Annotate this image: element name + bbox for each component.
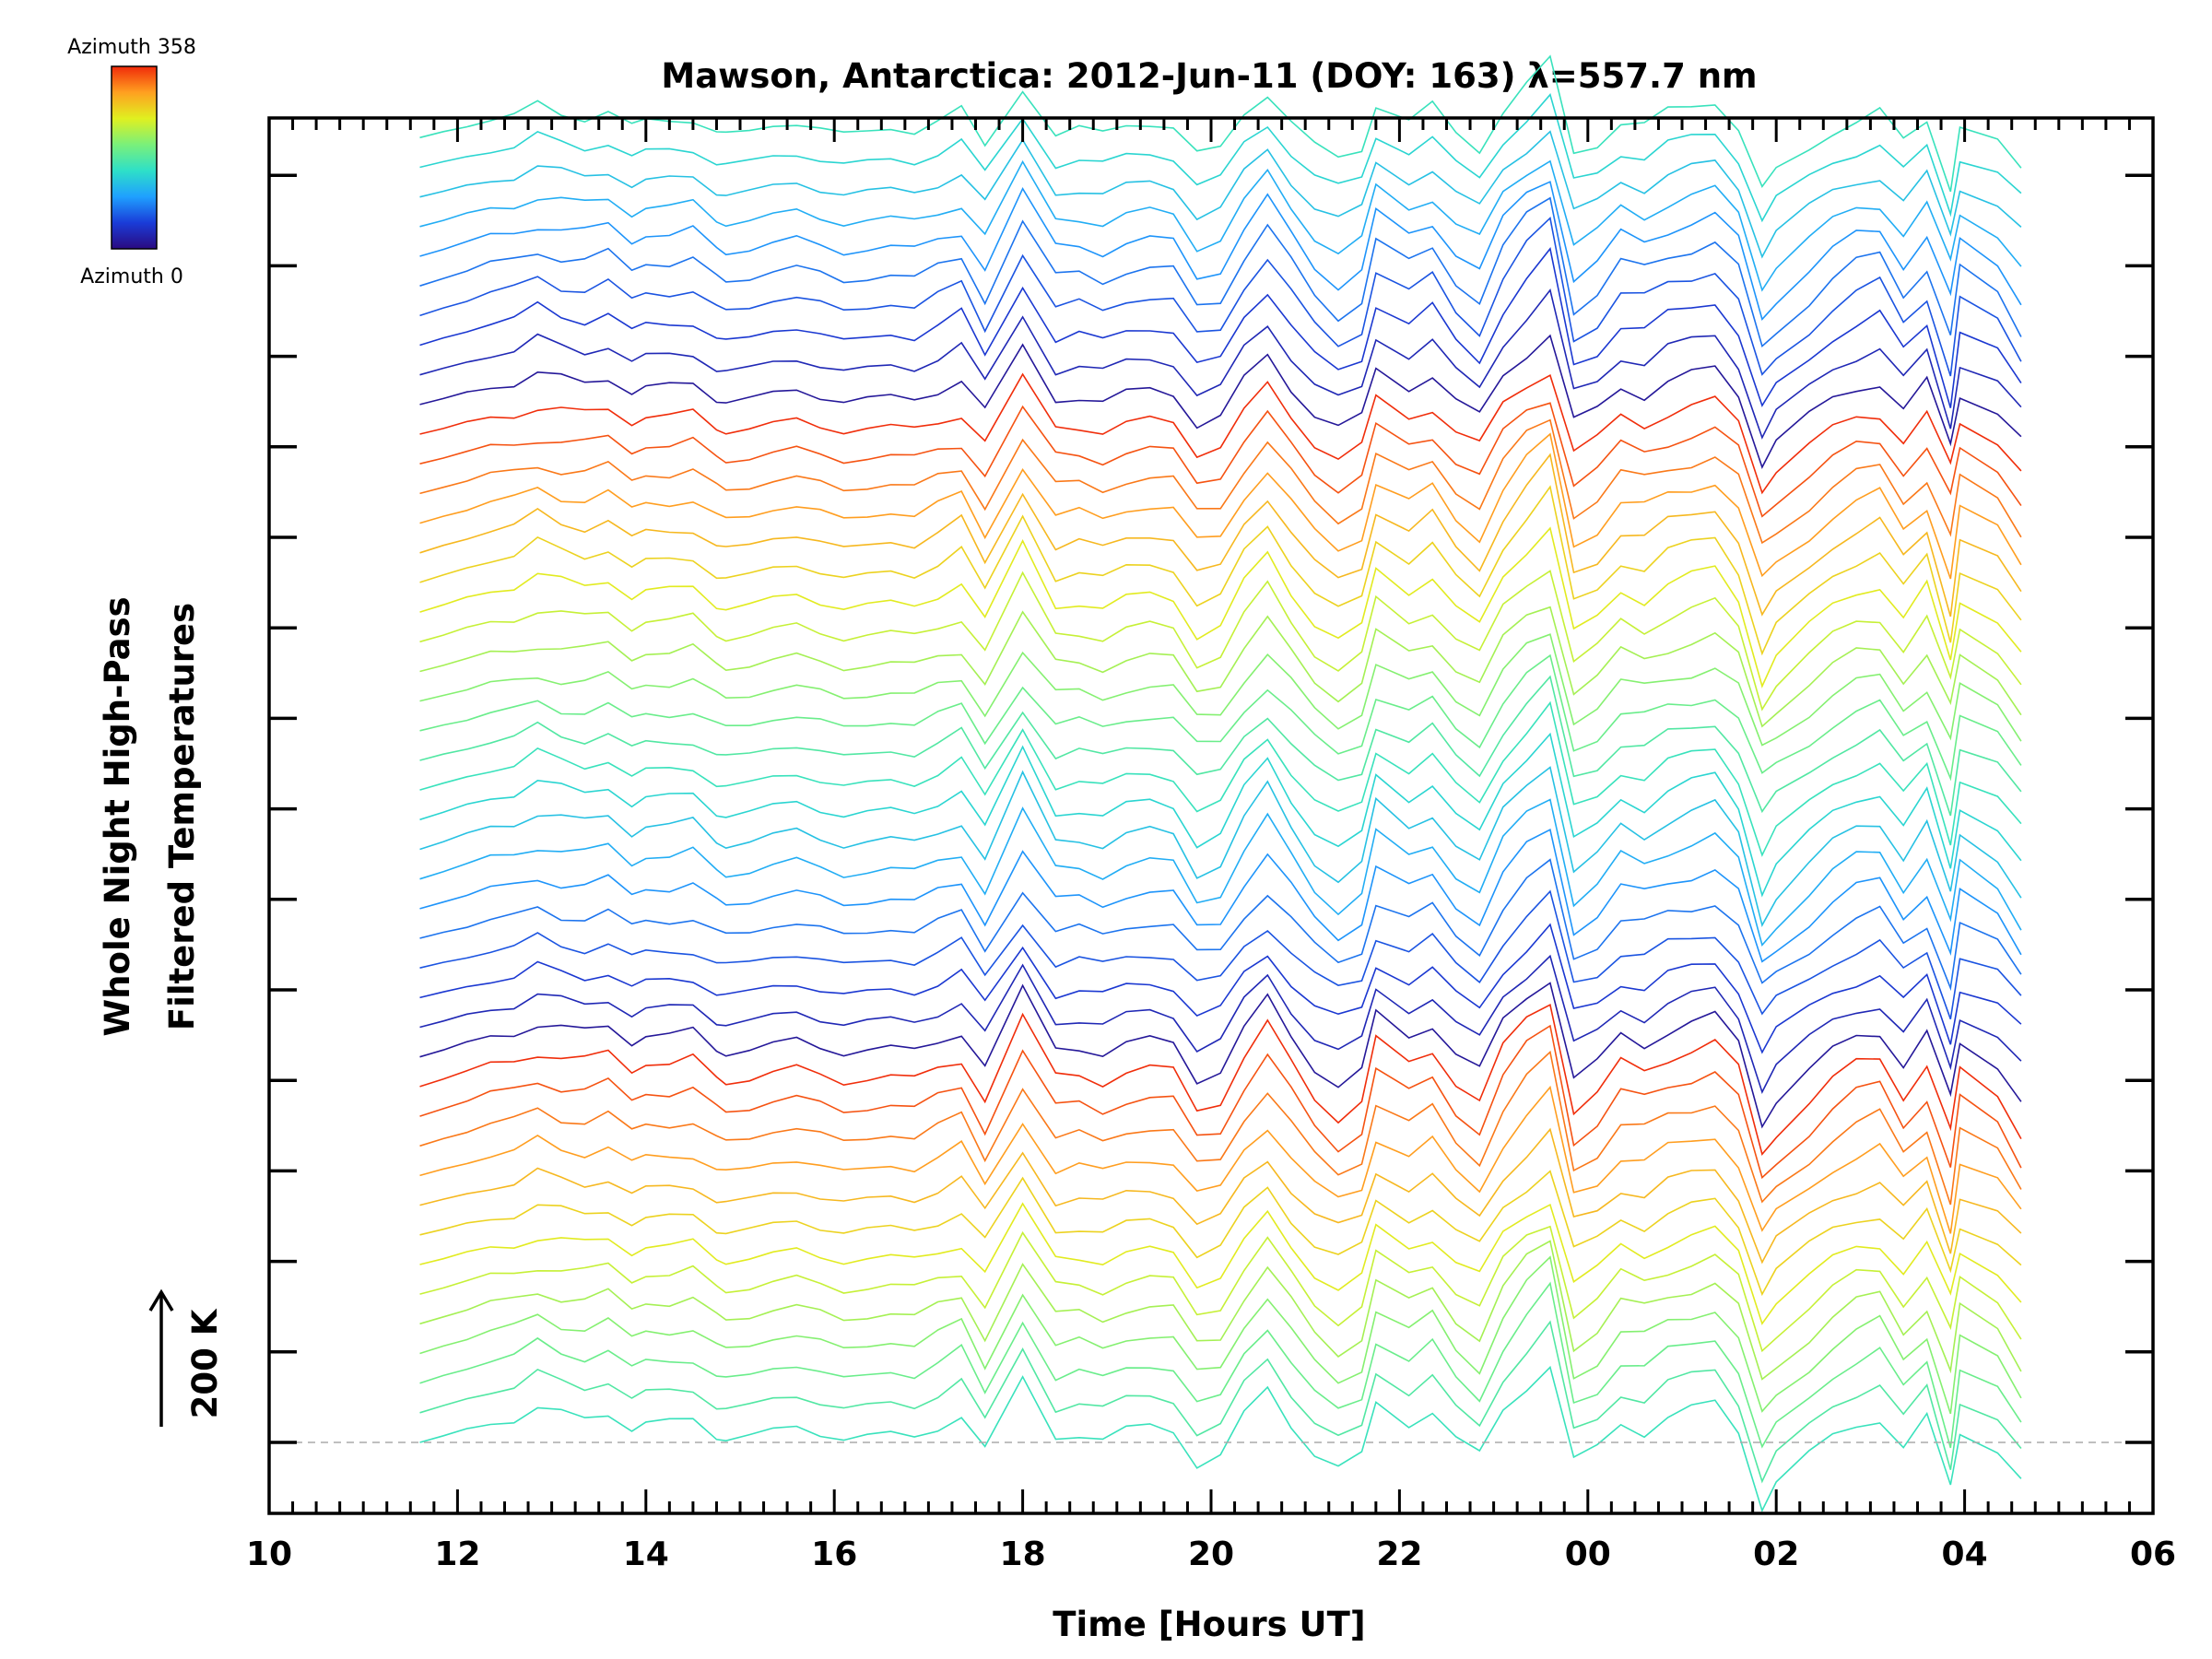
y-axis-title: Whole Night High-Pass Filtered Temperatu… (98, 596, 202, 1036)
series-line (419, 93, 2022, 223)
x-axis-title: Time [Hours UT] (1053, 1605, 1365, 1644)
x-tick-label: 02 (1753, 1535, 1799, 1573)
series-line (419, 1170, 2022, 1297)
series-line (419, 732, 2022, 898)
series-line (419, 1225, 2022, 1353)
y-axis-title-line2: Filtered Temperatures (162, 603, 202, 1030)
series-line (419, 432, 2022, 580)
series-line (419, 1004, 2022, 1156)
series-line (419, 1320, 2022, 1484)
x-tick-label: 18 (1000, 1535, 1046, 1573)
series-line (419, 247, 2022, 408)
series-line (419, 402, 2022, 518)
series-line (419, 675, 2022, 817)
scale-label: 200 K (185, 1308, 225, 1418)
series-line (419, 570, 2022, 712)
scale-arrow-head (148, 1288, 174, 1312)
colorbar-bottom-label: Azimuth 0 (80, 265, 183, 288)
series-line (419, 700, 2022, 857)
series-line (419, 1024, 2022, 1180)
chart-title: Mawson, Antarctica: 2012-Jun-11 (DOY: 16… (661, 56, 1757, 96)
series-line (419, 889, 2022, 1019)
series-line (419, 485, 2022, 656)
series-line (419, 606, 2022, 728)
series-line (419, 1281, 2022, 1449)
series-line (419, 766, 2022, 927)
series-line (419, 1050, 2022, 1206)
colorbar-top-label: Azimuth 358 (67, 36, 196, 59)
colorbar: Azimuth 358 Azimuth 0 (67, 36, 196, 288)
series-line (419, 954, 2022, 1094)
series-line (419, 181, 2022, 322)
series-line (419, 217, 2022, 377)
series-line (419, 1202, 2022, 1325)
scale-annotation: 200 K (148, 1288, 225, 1427)
series-line (419, 334, 2022, 469)
series-line (419, 418, 2022, 545)
series-line (419, 54, 2022, 193)
series-line (419, 130, 2022, 259)
series-line (419, 798, 2022, 947)
x-tick-label: 04 (1942, 1535, 1988, 1573)
series-line (419, 453, 2022, 618)
x-tick-label: 22 (1376, 1535, 1422, 1573)
series-line (419, 829, 2022, 963)
series-line (419, 858, 2022, 992)
x-tick-label: 12 (434, 1535, 480, 1573)
x-tick-label: 10 (246, 1535, 292, 1573)
x-tick-label: 00 (1565, 1535, 1611, 1573)
series-line (419, 1127, 2022, 1265)
series-line (419, 1365, 2022, 1513)
series-line (419, 982, 2022, 1129)
series-line (419, 653, 2022, 782)
x-tick-label: 20 (1188, 1535, 1234, 1573)
series-line (419, 159, 2022, 292)
colorbar-gradient (111, 65, 158, 250)
x-tick-label: 16 (811, 1535, 857, 1573)
series-line (419, 196, 2022, 348)
x-tick-label: 06 (2130, 1535, 2176, 1573)
series-line (419, 1085, 2022, 1234)
series-line (419, 526, 2022, 688)
x-tick-label: 14 (623, 1535, 669, 1573)
series-line (419, 288, 2022, 440)
series-line (419, 1240, 2022, 1381)
series-line (419, 633, 2022, 747)
series-line (419, 923, 2022, 1054)
series-line (419, 1255, 2022, 1415)
series-group (419, 54, 2022, 1513)
y-axis-title-line1: Whole Night High-Pass (98, 596, 137, 1036)
series-line (419, 372, 2022, 495)
axes: 10 12 14 16 18 20 22 00 02 04 06 (246, 116, 2176, 1573)
